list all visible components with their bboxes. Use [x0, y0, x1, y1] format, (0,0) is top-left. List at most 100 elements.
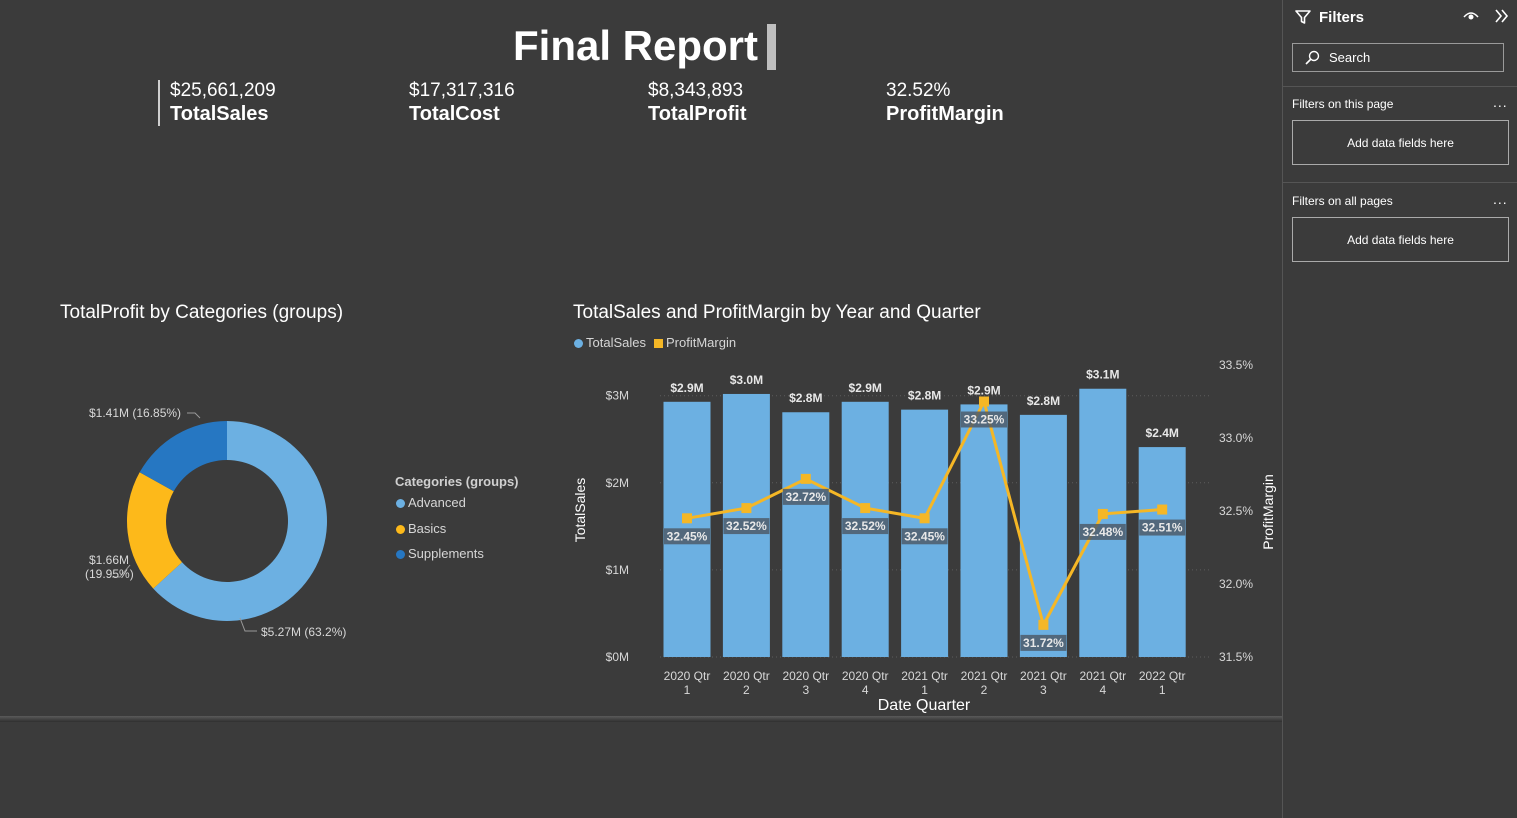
line-label-bg	[1079, 523, 1126, 540]
line-marker[interactable]	[1038, 619, 1049, 630]
leader-line	[187, 412, 201, 419]
x-tick-label: 2021 Qtr	[961, 669, 1008, 683]
separator	[1283, 86, 1517, 87]
x-tick-label: 2022 Qtr	[1139, 669, 1186, 683]
search-input[interactable]	[1327, 49, 1496, 66]
x-tick-label: 1	[684, 683, 691, 697]
bar-totalsales[interactable]	[1079, 388, 1127, 657]
legend-label: Basics	[408, 521, 447, 536]
donut-label-basics-pct: (19.95%)	[85, 567, 134, 581]
line-data-label: 32.45%	[904, 529, 945, 543]
bar-data-label: $2.9M	[670, 381, 703, 395]
x-tick-label: 2	[981, 683, 988, 697]
x-tick-label: 3	[802, 683, 809, 697]
kpi-value: $8,343,893	[648, 80, 744, 101]
line-data-label: 32.52%	[726, 519, 767, 533]
legend-item-totalsales[interactable]: TotalSales	[574, 335, 646, 350]
donut-slice-supplements[interactable]	[139, 421, 227, 492]
bar-data-label: $3.0M	[730, 373, 763, 387]
bar-data-label: $3.1M	[1086, 368, 1119, 382]
eye-icon[interactable]	[1463, 9, 1479, 23]
bar-data-label: $2.4M	[1146, 426, 1179, 440]
combo-chart-title: TotalSales and ProfitMargin by Year and …	[573, 302, 981, 323]
filter-well-all-pages[interactable]: Add data fields here	[1292, 217, 1509, 262]
legend-label: ProfitMargin	[666, 335, 737, 350]
line-marker[interactable]	[979, 396, 989, 407]
x-tick-label: 2	[743, 683, 750, 697]
y2-tick-label: 32.0%	[1219, 577, 1253, 591]
legend-item-profitmargin[interactable]: ProfitMargin	[654, 335, 736, 350]
filter-icon	[1295, 10, 1311, 24]
line-data-label: 32.52%	[845, 519, 886, 533]
report-title: Final Report	[513, 22, 759, 69]
bar-data-label: $2.8M	[908, 389, 941, 403]
donut-chart-title: TotalProfit by Categories (groups)	[60, 302, 344, 323]
filters-all-pages-label: Filters on all pages	[1292, 194, 1393, 208]
legend-label: TotalSales	[586, 335, 646, 350]
filter-well-this-page[interactable]: Add data fields here	[1292, 120, 1509, 165]
bar-totalsales[interactable]	[1138, 447, 1186, 657]
line-label-bg	[1020, 634, 1067, 651]
legend-item-advanced[interactable]: Advanced	[396, 495, 466, 510]
y-axis-title: TotalSales	[572, 478, 588, 543]
donut-label-advanced: $5.27M (63.2%)	[261, 625, 346, 639]
line-marker[interactable]	[741, 503, 752, 514]
search-icon	[1305, 50, 1320, 65]
kpi-card-totalprofit[interactable]: $8,343,893 TotalProfit	[648, 80, 747, 126]
y2-axis-title: ProfitMargin	[1260, 474, 1276, 549]
bar-totalsales[interactable]	[960, 404, 1008, 657]
more-options-button[interactable]: ...	[1493, 94, 1508, 110]
line-marker[interactable]	[800, 473, 811, 484]
legend-dot	[396, 499, 405, 508]
line-label-bg	[782, 488, 829, 505]
line-marker[interactable]	[919, 513, 930, 524]
line-label-bg	[664, 528, 710, 545]
y-tick-label: $0M	[606, 650, 629, 664]
filters-this-page-label: Filters on this page	[1292, 97, 1394, 111]
line-data-label: 33.25%	[964, 413, 1005, 427]
line-data-label: 32.51%	[1142, 521, 1183, 535]
x-tick-label: 2021 Qtr	[901, 669, 948, 683]
leader-line	[112, 564, 131, 578]
line-data-label: 32.45%	[667, 529, 708, 543]
line-marker[interactable]	[860, 503, 871, 514]
legend-label: Supplements	[408, 546, 484, 561]
line-label-bg	[842, 518, 889, 535]
bar-data-label: $2.9M	[967, 383, 1000, 397]
bar-data-label: $2.8M	[1027, 394, 1060, 408]
bar-data-label: $2.8M	[789, 391, 822, 405]
kpi-card-totalcost[interactable]: $17,317,316 TotalCost	[409, 80, 515, 126]
legend-dot	[396, 550, 405, 559]
more-options-button[interactable]: ...	[1493, 191, 1508, 207]
donut-slice-advanced[interactable]	[153, 421, 327, 621]
leader-line	[239, 617, 257, 632]
legend-label: Advanced	[408, 495, 466, 510]
bar-totalsales[interactable]	[782, 412, 830, 657]
line-data-label: 32.72%	[785, 490, 826, 504]
filter-search-box[interactable]	[1292, 43, 1504, 72]
combo-chart[interactable]: $3M $2M $1M $0M 33.5% 33.0% 32.5% 32.0% 31.5% 202…	[560, 350, 1280, 720]
y-tick-label: $1M	[606, 563, 629, 577]
report-canvas: Final Report $25,661,209 TotalSales $17,…	[40, 22, 1280, 720]
text-cursor	[767, 24, 776, 70]
separator	[1283, 182, 1517, 183]
legend-item-basics[interactable]: Basics	[396, 521, 446, 536]
line-marker[interactable]	[1157, 504, 1168, 515]
legend-item-supplements[interactable]: Supplements	[396, 546, 484, 561]
donut-slice-basics[interactable]	[126, 472, 183, 589]
legend-square	[654, 339, 663, 348]
line-marker[interactable]	[682, 513, 692, 524]
bar-totalsales[interactable]	[1019, 414, 1067, 657]
line-marker[interactable]	[1097, 508, 1108, 519]
donut-chart[interactable]: $1.41M (16.85%) $1.66M (19.95%) $5.27M (…	[40, 380, 440, 680]
collapse-pane-icon[interactable]	[1493, 8, 1509, 24]
x-tick-label: 2020 Qtr	[664, 669, 711, 683]
bar-data-label: $2.9M	[849, 381, 882, 395]
kpi-card-profitmargin[interactable]: 32.52% ProfitMargin	[886, 80, 1004, 126]
x-tick-label: 2021 Qtr	[1020, 669, 1067, 683]
y2-tick-label: 32.5%	[1219, 504, 1253, 518]
kpi-card-totalsales[interactable]: $25,661,209 TotalSales	[170, 80, 276, 126]
kpi-value: $25,661,209	[170, 80, 276, 101]
kpi-value: 32.52%	[886, 80, 951, 101]
x-tick-label: 3	[1040, 683, 1047, 697]
